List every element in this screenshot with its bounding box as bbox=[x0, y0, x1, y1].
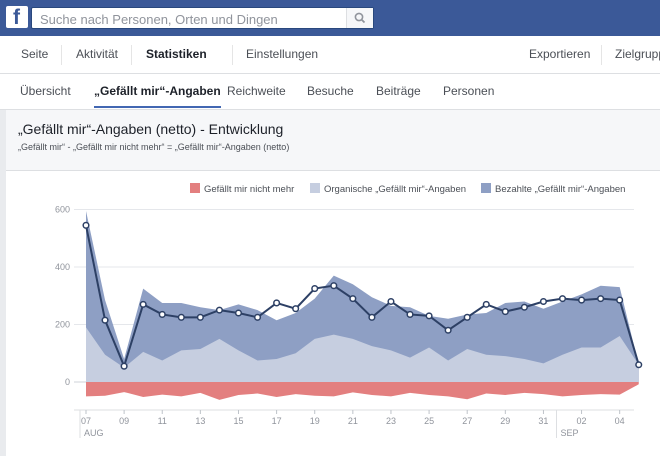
net-likes-point bbox=[101, 316, 109, 324]
net-likes-point bbox=[616, 296, 624, 304]
x-tick-label: 19 bbox=[310, 416, 320, 426]
net-likes-point bbox=[539, 297, 547, 306]
net-likes-point bbox=[578, 296, 586, 304]
unlikes-area bbox=[86, 382, 639, 400]
subnav-people[interactable]: Personen bbox=[443, 84, 495, 98]
legend-label-organic: Organische „Gefällt mir“-Angaben bbox=[324, 184, 467, 195]
nav-tab-audience[interactable]: Zielgrupp bbox=[615, 47, 660, 61]
y-tick-label: 200 bbox=[55, 320, 70, 330]
top-bar: f bbox=[0, 0, 660, 37]
insights-subnav: Übersicht „Gefällt mir“-Angaben Reichwei… bbox=[0, 74, 660, 110]
subnav-overview[interactable]: Übersicht bbox=[20, 84, 71, 98]
nav-tab-insights[interactable]: Statistiken bbox=[146, 47, 207, 61]
x-tick-label: 11 bbox=[158, 416, 167, 426]
facebook-logo-letter: f bbox=[13, 6, 20, 29]
net-likes-point bbox=[387, 297, 395, 306]
net-likes-point bbox=[311, 285, 319, 293]
legend-item-organic[interactable]: Organische „Gefällt mir“-Angaben bbox=[310, 183, 466, 197]
facebook-logo[interactable]: f bbox=[6, 6, 28, 29]
x-tick-label: 31 bbox=[538, 416, 548, 426]
net-likes-point bbox=[139, 300, 147, 308]
nav-tab-activity[interactable]: Aktivität bbox=[76, 47, 119, 61]
net-likes-point bbox=[425, 312, 433, 320]
month-label: SEP bbox=[561, 428, 579, 438]
export-link[interactable]: Exportieren bbox=[529, 47, 591, 61]
net-likes-point bbox=[635, 361, 643, 369]
legend-swatch-organic bbox=[310, 183, 320, 193]
nav-divider bbox=[232, 45, 233, 65]
net-likes-point bbox=[253, 313, 262, 321]
net-likes-point bbox=[444, 326, 452, 334]
net-likes-point bbox=[349, 295, 357, 303]
legend-label-unlikes: Gefällt mir nicht mehr bbox=[204, 184, 295, 195]
x-tick-label: 25 bbox=[424, 416, 434, 426]
search-button[interactable] bbox=[346, 8, 373, 28]
net-likes-point bbox=[597, 295, 605, 303]
legend-swatch-paid bbox=[481, 183, 491, 193]
net-likes-point bbox=[463, 313, 471, 321]
x-tick-label: 02 bbox=[577, 416, 587, 426]
subnav-likes[interactable]: „Gefällt mir“-Angaben bbox=[94, 74, 221, 108]
search-input[interactable] bbox=[38, 10, 352, 28]
net-likes-point bbox=[558, 295, 567, 303]
section-header: „Gefällt mir“-Angaben (netto) - Entwickl… bbox=[6, 110, 660, 171]
x-tick-label: 27 bbox=[462, 416, 472, 426]
x-tick-label: 21 bbox=[348, 416, 358, 426]
legend-swatch-unlikes bbox=[190, 183, 200, 193]
x-tick-label: 04 bbox=[615, 416, 625, 426]
net-likes-point bbox=[520, 303, 528, 311]
legend-item-paid[interactable]: Bezahlte „Gefällt mir“-Angaben bbox=[481, 183, 625, 197]
search-box[interactable] bbox=[31, 7, 374, 29]
net-likes-point bbox=[482, 300, 490, 308]
organic-likes-area bbox=[86, 327, 639, 382]
month-label: AUG bbox=[84, 428, 104, 438]
y-tick-label: 0 bbox=[65, 377, 70, 387]
search-icon bbox=[354, 12, 366, 24]
subnav-reach[interactable]: Reichweite bbox=[227, 84, 286, 98]
net-likes-point bbox=[234, 309, 243, 317]
legend-item-unlikes[interactable]: Gefällt mir nicht mehr bbox=[190, 183, 294, 197]
net-likes-point bbox=[501, 308, 509, 316]
net-likes-point bbox=[406, 310, 414, 318]
net-likes-point bbox=[196, 313, 204, 321]
x-tick-label: 13 bbox=[195, 416, 205, 426]
paid-likes-area bbox=[86, 210, 639, 382]
y-tick-label: 400 bbox=[55, 262, 70, 272]
x-tick-label: 23 bbox=[386, 416, 396, 426]
net-likes-point bbox=[292, 305, 300, 313]
x-tick-label: 17 bbox=[272, 416, 282, 426]
subnav-posts[interactable]: Beiträge bbox=[376, 84, 421, 98]
legend-label-paid: Bezahlte „Gefällt mir“-Angaben bbox=[495, 184, 626, 195]
net-likes-point bbox=[215, 306, 223, 314]
net-likes-point bbox=[120, 362, 128, 370]
x-tick-label: 07 bbox=[81, 416, 91, 426]
x-tick-label: 15 bbox=[233, 416, 243, 426]
subnav-visits[interactable]: Besuche bbox=[307, 84, 354, 98]
nav-divider bbox=[601, 45, 602, 65]
nav-divider bbox=[61, 45, 62, 65]
net-likes-point bbox=[273, 299, 281, 307]
x-tick-label: 29 bbox=[500, 416, 510, 426]
nav-tab-page[interactable]: Seite bbox=[21, 47, 49, 61]
net-likes-point bbox=[330, 282, 338, 290]
page-nav: Seite Aktivität Statistiken Einstellunge… bbox=[0, 36, 660, 74]
section-title: „Gefällt mir“-Angaben (netto) - Entwickl… bbox=[18, 121, 284, 137]
nav-divider bbox=[131, 45, 132, 65]
net-likes-point bbox=[158, 310, 166, 318]
section-subtitle: „Gefällt mir“ - „Gefällt mir nicht mehr“… bbox=[18, 142, 290, 152]
net-likes-point bbox=[177, 313, 185, 321]
nav-tab-settings[interactable]: Einstellungen bbox=[246, 47, 319, 61]
net-likes-point bbox=[368, 313, 376, 321]
net-likes-point bbox=[82, 221, 90, 229]
y-tick-label: 600 bbox=[55, 205, 70, 215]
x-tick-label: 09 bbox=[119, 416, 129, 426]
